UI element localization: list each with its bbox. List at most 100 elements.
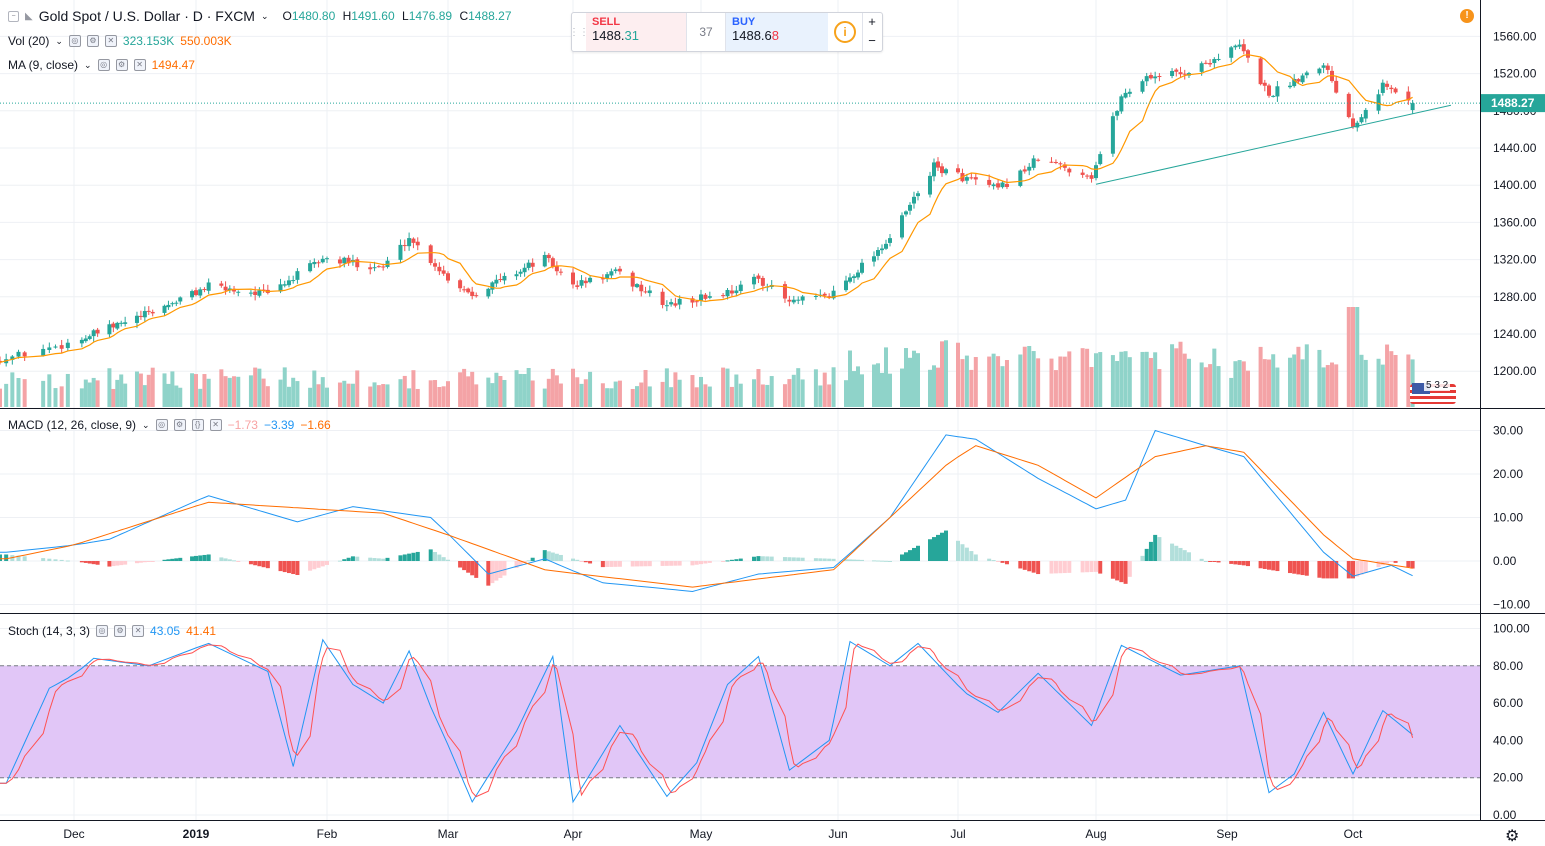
candle-body — [852, 276, 856, 279]
volume-bar — [1346, 307, 1351, 407]
volume-bar — [1216, 366, 1221, 407]
macd-histogram-bar — [265, 561, 270, 569]
settings-icon[interactable]: ⚙ — [115, 59, 128, 71]
eye-icon[interactable]: ◎ — [96, 625, 109, 637]
candle-body — [944, 169, 948, 174]
volume-bar — [1049, 358, 1054, 407]
chevron-down-icon[interactable]: ⌄ — [55, 35, 63, 46]
close-icon[interactable]: ✕ — [104, 35, 117, 47]
volume-bar — [844, 380, 848, 407]
settings-icon[interactable]: ⚙ — [86, 35, 99, 47]
close-icon[interactable]: ✕ — [133, 59, 146, 71]
collapse-icon[interactable]: − — [8, 10, 19, 22]
stoch-legend[interactable]: Stoch (14, 3, 3) ◎ ⚙ ✕ 43.05 41.41 — [8, 624, 216, 638]
volume-bar — [1334, 364, 1339, 407]
macd-tick-label: 30.00 — [1493, 424, 1523, 438]
source-code-icon[interactable]: {} — [191, 419, 204, 431]
volume-bar — [1089, 366, 1094, 407]
settings-icon[interactable]: ⚙ — [114, 625, 127, 637]
trendline[interactable] — [1095, 104, 1452, 185]
candle-body — [884, 243, 888, 249]
decrease-quantity-button[interactable]: − — [868, 33, 876, 48]
candle-body — [381, 266, 386, 268]
stoch-d-value: 41.41 — [186, 624, 217, 638]
volume-bar — [1304, 344, 1309, 407]
macd-histogram-bar — [787, 557, 792, 561]
candle-body — [146, 310, 151, 312]
candle-body — [1178, 72, 1183, 75]
chevron-down-icon[interactable]: ⌄ — [142, 419, 150, 430]
candle-body — [87, 336, 92, 339]
price-axis[interactable]: 1200.00 1240.00 1280.00 1320.00 1360.00 1400.… — [1493, 29, 1537, 822]
macd-histogram-bar — [134, 561, 139, 564]
macd-histogram-bar — [1330, 561, 1334, 579]
volume-bar — [446, 381, 450, 407]
stoch-k-value: 43.05 — [150, 624, 181, 638]
candle-body — [643, 291, 648, 293]
macd-histogram-bar — [673, 561, 678, 566]
candle-body — [1144, 76, 1149, 82]
macd-histogram-bar — [791, 557, 796, 561]
candle-body — [752, 276, 757, 285]
candle-body — [257, 290, 262, 296]
stoch-pane — [0, 638, 1480, 804]
volume-bar — [65, 373, 70, 407]
macd-legend[interactable]: MACD (12, 26, close, 9) ⌄ ◎ ⚙ {} ✕ −1.73… — [8, 418, 331, 432]
info-button[interactable]: i — [828, 13, 862, 51]
close-icon[interactable]: ✕ — [132, 625, 145, 637]
macd-histogram-bar — [1346, 561, 1351, 579]
volume-bar — [703, 384, 708, 407]
volume-bar — [690, 375, 695, 407]
drag-handle-icon[interactable]: ⋮⋮ — [569, 26, 589, 38]
close-icon[interactable]: ✕ — [209, 419, 222, 431]
volume-bar — [1144, 351, 1149, 407]
symbol-legend[interactable]: − ◣ Gold Spot / U.S. Dollar · D · FXCM ⌄… — [8, 8, 512, 24]
settings-icon[interactable]: ⚙ — [173, 419, 186, 431]
macd-histogram-bar — [123, 561, 128, 565]
time-tick-label: Apr — [564, 827, 583, 841]
buy-button[interactable]: BUY 1488.68 — [726, 13, 828, 51]
volume-bar — [1140, 351, 1145, 407]
volume-bar — [1000, 366, 1005, 407]
candle-body — [368, 267, 373, 270]
candle-body — [542, 254, 547, 267]
macd-histogram-bar — [0, 554, 2, 561]
volume-bar — [725, 368, 730, 407]
candle-body — [1027, 166, 1032, 171]
candle-body — [407, 238, 412, 247]
eye-icon[interactable]: ◎ — [97, 59, 110, 71]
macd-histogram-bar — [1182, 550, 1187, 561]
macd-histogram-bar — [1325, 561, 1330, 579]
chart-settings-gear-icon[interactable]: ⚙ — [1505, 828, 1520, 845]
sell-button[interactable]: SELL 1488.31 — [586, 13, 686, 51]
macd-histogram-bar — [526, 560, 531, 562]
volume-bar — [1317, 349, 1322, 407]
macd-histogram-bar — [474, 561, 479, 578]
volume-bar — [530, 380, 535, 407]
chevron-down-icon[interactable]: ⌄ — [84, 59, 92, 70]
macd-histogram-bar — [202, 554, 207, 561]
macd-histogram-bar — [1036, 561, 1041, 575]
candle-body — [1018, 170, 1023, 186]
macd-histogram-bar — [904, 552, 908, 561]
macd-histogram-bar — [756, 556, 761, 561]
candle-body — [91, 330, 96, 337]
candle-body — [800, 296, 805, 301]
volume-bar — [1110, 355, 1115, 407]
volume-legend[interactable]: Vol (20) ⌄ ◎ ⚙ ✕ 323.153K 550.003K — [8, 34, 232, 48]
eye-icon[interactable]: ◎ — [68, 35, 81, 47]
candle-body — [1067, 168, 1072, 173]
candle-body — [1262, 82, 1267, 86]
increase-quantity-button[interactable]: + — [868, 14, 876, 29]
chevron-down-icon[interactable]: ⌄ — [260, 10, 269, 21]
macd-histogram-bar — [630, 561, 635, 567]
candle-body — [1246, 50, 1250, 58]
events-badge[interactable]: 5 3 2 — [1410, 380, 1456, 404]
time-axis[interactable]: Dec 2019 Feb Mar Apr May Jun Jul Aug Sep Oct — [63, 827, 1363, 841]
macd-histogram-bar — [844, 559, 848, 561]
ma-legend[interactable]: MA (9, close) ⌄ ◎ ⚙ ✕ 1494.47 — [8, 58, 195, 72]
eye-icon[interactable]: ◎ — [155, 419, 168, 431]
macd-histogram-bar — [1186, 552, 1191, 561]
alert-badge-icon[interactable]: ! — [1460, 9, 1474, 23]
